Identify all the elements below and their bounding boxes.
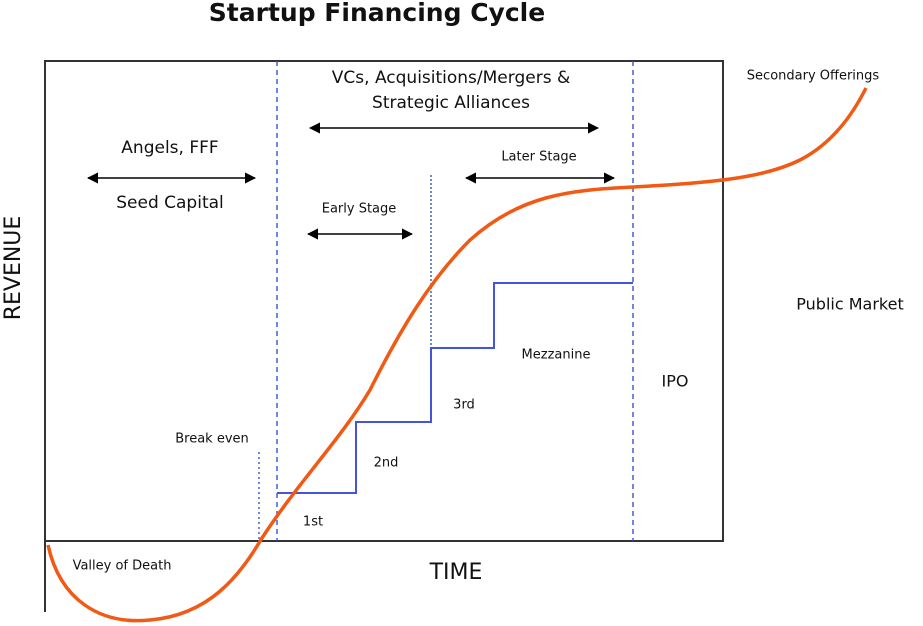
phase-label: Seed Capital [116,193,224,213]
annotation: Mezzanine [522,348,591,363]
title: Startup Financing Cycle [209,0,545,27]
annotation: 1st [303,515,323,530]
annotation: Valley of Death [73,559,172,574]
funding-steps [277,282,633,494]
annotation: Public Market [796,295,903,314]
y-axis-label: REVENUE [1,216,26,321]
phase-label: VCs, Acquisitions/Mergers & [332,68,570,88]
annotation: Break even [175,432,249,447]
annotation: IPO [662,372,689,391]
arrows [86,122,616,240]
revenue-curve [46,87,868,623]
annotation: 3rd [453,398,475,413]
annotation: 2nd [374,456,399,471]
annotation: Secondary Offerings [747,69,880,84]
phase-label: Later Stage [501,150,576,165]
phase-label: Angels, FFF [121,138,218,158]
phase-label: Early Stage [322,202,397,217]
x-axis-label: TIME [429,560,483,585]
frame [44,60,724,542]
dividers [258,61,634,541]
phase-label: Strategic Alliances [372,93,530,113]
